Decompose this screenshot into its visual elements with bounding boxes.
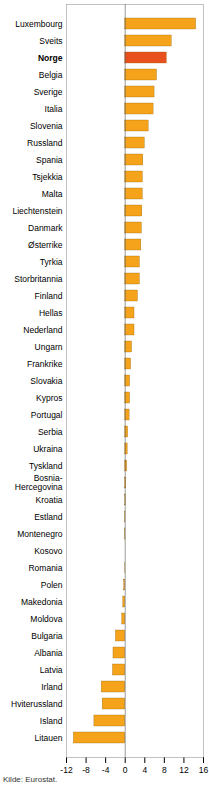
svg-text:Sverige: Sverige xyxy=(34,87,63,97)
svg-text:Hviterussland: Hviterussland xyxy=(11,699,63,709)
svg-text:Østerrike: Østerrike xyxy=(28,240,63,250)
svg-text:Tsjekkia: Tsjekkia xyxy=(32,172,63,182)
svg-text:-4: -4 xyxy=(102,765,110,775)
svg-text:Italia: Italia xyxy=(45,104,63,114)
svg-text:Luxembourg: Luxembourg xyxy=(15,19,63,29)
svg-text:Moldova: Moldova xyxy=(30,614,62,624)
svg-text:Norge: Norge xyxy=(38,53,63,63)
svg-text:Portugal: Portugal xyxy=(31,410,63,420)
svg-text:Russland: Russland xyxy=(27,138,63,148)
svg-text:-8: -8 xyxy=(82,765,90,775)
svg-text:Nederland: Nederland xyxy=(23,325,62,335)
svg-text:Bosnia-Hercegovina: Bosnia-Hercegovina xyxy=(15,473,63,492)
svg-text:Spania: Spania xyxy=(36,155,63,165)
html-text:Kilde: Eurostat.: Kilde: Eurostat. xyxy=(3,775,58,784)
svg-text:0: 0 xyxy=(123,765,128,775)
svg-text:Kroatia: Kroatia xyxy=(36,495,63,505)
svg-text:Sveits: Sveits xyxy=(39,36,62,46)
svg-text:Slovakia: Slovakia xyxy=(30,376,62,386)
svg-text:Storbritannia: Storbritannia xyxy=(14,274,62,284)
svg-text:Liechtenstein: Liechtenstein xyxy=(12,206,62,216)
svg-text:Litauen: Litauen xyxy=(35,733,63,743)
svg-text:Malta: Malta xyxy=(42,189,63,199)
svg-text:-12: -12 xyxy=(60,765,73,775)
svg-text:Tyrkia: Tyrkia xyxy=(40,257,63,267)
svg-text:Montenegro: Montenegro xyxy=(17,529,63,539)
svg-text:Hellas: Hellas xyxy=(39,308,63,318)
svg-text:Slovenia: Slovenia xyxy=(30,121,63,131)
svg-text:Island: Island xyxy=(40,716,63,726)
svg-text:Irland: Irland xyxy=(41,682,63,692)
svg-text:Tyskland: Tyskland xyxy=(29,461,63,471)
svg-text:Bulgaria: Bulgaria xyxy=(31,631,62,641)
svg-text:Albania: Albania xyxy=(34,648,63,658)
svg-text:12: 12 xyxy=(179,765,189,775)
svg-text:8: 8 xyxy=(162,765,167,775)
svg-text:Kypros: Kypros xyxy=(36,393,62,403)
svg-text:Makedonia: Makedonia xyxy=(21,597,63,607)
svg-text:4: 4 xyxy=(142,765,147,775)
svg-text:Belgia: Belgia xyxy=(39,70,63,80)
svg-text:Latvia: Latvia xyxy=(40,665,63,675)
svg-text:Ungarn: Ungarn xyxy=(35,342,63,352)
svg-text:Estland: Estland xyxy=(34,512,63,522)
svg-text:Kosovo: Kosovo xyxy=(34,546,63,556)
svg-text:Romania: Romania xyxy=(28,563,62,573)
svg-text:Finland: Finland xyxy=(35,291,63,301)
svg-text:Danmark: Danmark xyxy=(28,223,63,233)
svg-text:Polen: Polen xyxy=(41,580,63,590)
svg-text:Frankrike: Frankrike xyxy=(27,359,63,369)
svg-text:Ukraina: Ukraina xyxy=(33,444,63,454)
svg-text:16: 16 xyxy=(199,765,209,775)
svg-text:Serbia: Serbia xyxy=(38,427,63,437)
